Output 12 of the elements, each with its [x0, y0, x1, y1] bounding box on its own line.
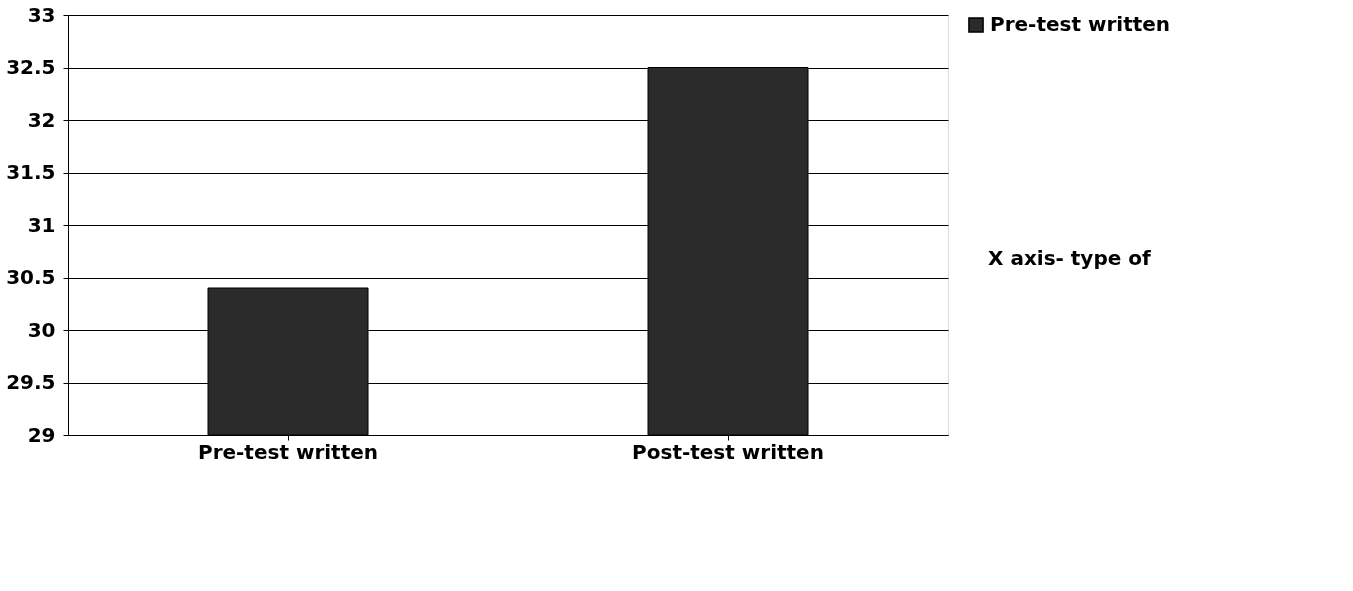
y-tick-label: 29.5: [6, 370, 56, 394]
y-tick-label: 33: [27, 2, 56, 27]
y-tick-label: 31: [27, 212, 56, 237]
y-tick-label: 31.5: [6, 160, 56, 184]
legend-label: Pre-test written: [990, 12, 1171, 36]
text: X axis- type of: [988, 245, 1151, 270]
y-tick-label: 32: [27, 107, 56, 132]
y-tick-label: 29: [27, 422, 56, 447]
y-tick-label: 32.5: [6, 55, 56, 79]
y-tick-label: 30.5: [6, 265, 56, 289]
y-tick-label: 30: [27, 317, 56, 342]
x-tick-label: Post-test written: [632, 439, 824, 464]
